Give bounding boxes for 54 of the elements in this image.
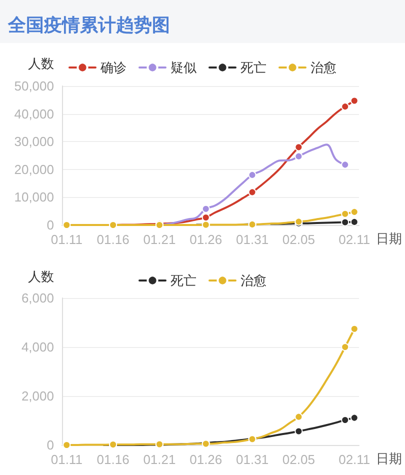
point xyxy=(62,221,71,229)
legend-label: 治愈 xyxy=(240,273,266,288)
point xyxy=(248,170,256,179)
y-tick-label: 0 xyxy=(46,438,54,452)
point xyxy=(248,188,256,196)
x-axis-title: 日期 xyxy=(376,451,402,466)
x-tick-label: 01.11 xyxy=(50,452,82,467)
legend-label: 确诊 xyxy=(100,60,126,75)
x-tick-label: 01.11 xyxy=(50,232,82,247)
y-tick-label: 4,000 xyxy=(21,340,54,354)
x-tick-label: 01.26 xyxy=(190,232,222,247)
x-tick-label: 01.26 xyxy=(190,452,222,467)
y-tick-label: 40,000 xyxy=(14,106,54,122)
y-tick-label: 10,000 xyxy=(14,190,54,205)
point xyxy=(341,343,350,351)
point xyxy=(341,210,350,218)
point xyxy=(202,204,210,213)
y-tick-label: 6,000 xyxy=(21,290,54,306)
point xyxy=(350,208,358,216)
chart-title: 全国疫情累计趋势图 xyxy=(7,15,170,35)
x-tick-label: 01.16 xyxy=(96,452,130,467)
legend-label: 死亡 xyxy=(240,60,266,75)
point xyxy=(341,160,350,169)
point xyxy=(341,102,350,111)
y-tick-label: 2,000 xyxy=(21,388,54,404)
y-tick-label: 30,000 xyxy=(14,134,54,150)
x-tick-label: 01.21 xyxy=(143,232,176,247)
point xyxy=(350,218,358,226)
x-tick-label: 02.11 xyxy=(338,452,370,467)
point xyxy=(350,324,358,333)
y-tick-label: 0 xyxy=(46,218,54,232)
point xyxy=(350,96,358,105)
legend-label: 疑似 xyxy=(170,60,196,75)
point xyxy=(62,441,71,449)
x-tick-label: 01.16 xyxy=(96,232,130,247)
x-tick-label: 02.11 xyxy=(338,232,370,247)
point xyxy=(294,427,303,436)
y-tick-label: 50,000 xyxy=(14,78,54,94)
x-tick-label: 02.05 xyxy=(282,452,315,467)
y-axis-title: 人数 xyxy=(28,56,54,71)
point xyxy=(294,143,303,152)
point xyxy=(294,412,303,421)
point xyxy=(350,414,358,422)
x-tick-label: 01.21 xyxy=(143,452,176,467)
x-axis-title: 日期 xyxy=(376,231,402,246)
x-tick-label: 01.31 xyxy=(236,232,269,247)
legend-label: 死亡 xyxy=(170,273,196,288)
point xyxy=(341,218,350,226)
y-tick-label: 20,000 xyxy=(14,162,54,177)
y-axis-title: 人数 xyxy=(28,269,54,284)
legend-label: 治愈 xyxy=(310,60,336,75)
x-tick-label: 01.31 xyxy=(236,452,269,467)
x-tick-label: 02.05 xyxy=(282,232,315,247)
point xyxy=(294,152,303,160)
